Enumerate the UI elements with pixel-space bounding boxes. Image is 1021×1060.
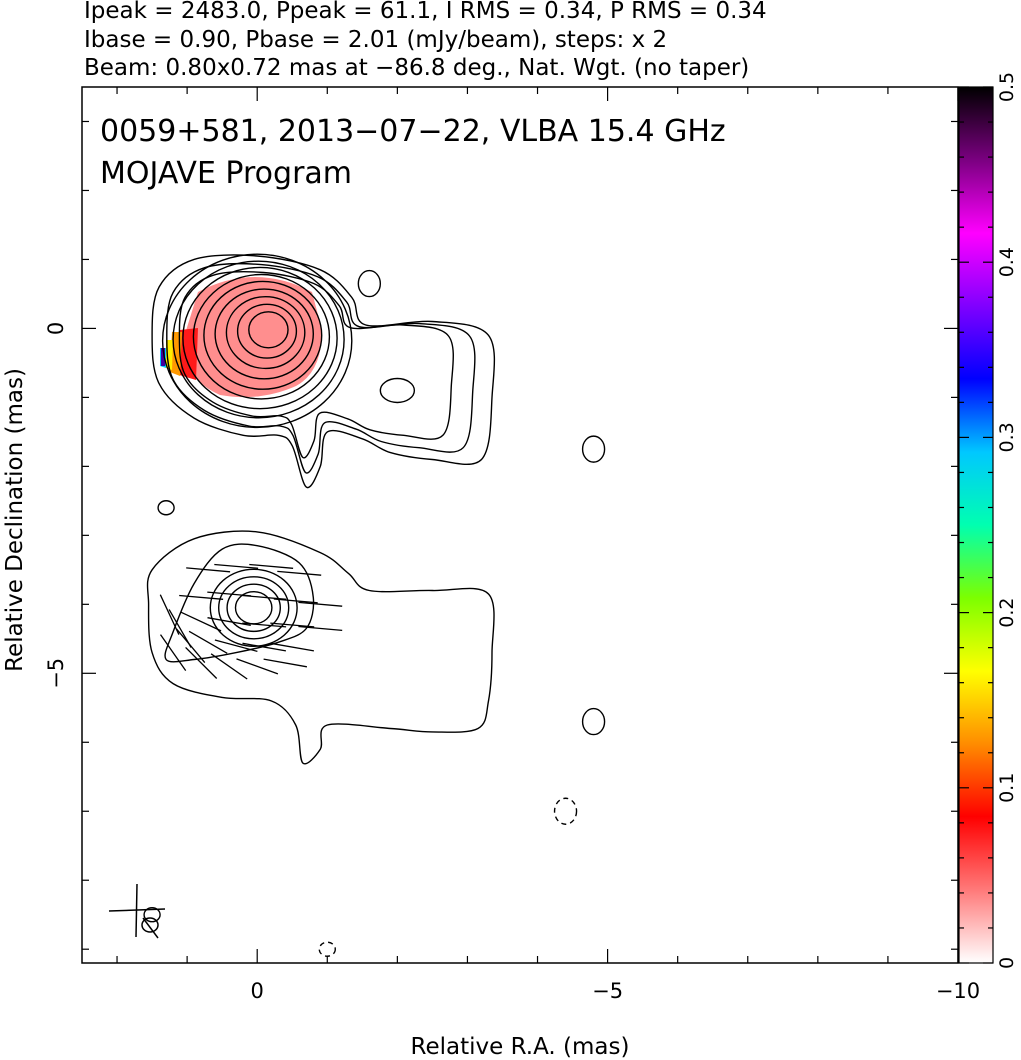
colorbar-tick-label: 0.2 xyxy=(996,597,1018,627)
polarization-vector xyxy=(159,634,187,671)
contour-upper-outer-3 xyxy=(178,271,454,459)
contour-upper-ring xyxy=(182,266,338,410)
contour-lines xyxy=(143,253,606,957)
polarization-vector xyxy=(176,628,206,664)
y-tick-label: −5 xyxy=(44,658,68,689)
polarization-vector xyxy=(179,594,224,600)
contour-lower-mid xyxy=(164,543,315,663)
contour-upper-ring xyxy=(192,273,331,400)
polarization-vector xyxy=(298,601,343,607)
colorbar-tick-label: 0.1 xyxy=(996,773,1018,803)
contour-isolated xyxy=(357,269,382,298)
x-tick-label: −10 xyxy=(936,979,980,1003)
polarization-vector xyxy=(242,642,287,652)
colorbar-tick-label: 0.3 xyxy=(996,422,1018,452)
contour-upper-outer-1 xyxy=(151,254,496,489)
contour-isolated xyxy=(157,500,175,516)
source-annotation-line-2: MOJAVE Program xyxy=(100,156,352,191)
x-tick-label: 0 xyxy=(251,979,264,1003)
polarization-vector xyxy=(263,658,308,668)
contour-lower-ring xyxy=(209,568,298,647)
colorbar-tick-label: 0 xyxy=(996,957,1018,969)
polarization-vector xyxy=(210,653,248,680)
contour-isolated xyxy=(318,941,336,957)
y-tick-label: 0 xyxy=(44,322,68,335)
contour-upper-secondary xyxy=(379,377,416,404)
polarization-vector xyxy=(270,642,315,652)
header-line-2: Ibase = 0.90, Pbase = 2.01 (mJy/beam), s… xyxy=(84,27,667,53)
colorbar-tick-label: 0.4 xyxy=(996,247,1018,277)
polarization-vector xyxy=(298,625,343,632)
contour-lower-ring xyxy=(217,576,290,640)
polarization-vector xyxy=(242,622,287,628)
contour-lower-outer xyxy=(146,530,495,765)
contour-upper-ring xyxy=(225,295,306,370)
polarization-vector xyxy=(270,622,315,628)
polarization-vector xyxy=(242,594,287,600)
x-tick-label: −5 xyxy=(592,979,623,1003)
polarization-vector xyxy=(214,563,259,569)
beam-symbol xyxy=(108,883,166,939)
contour-upper-ring xyxy=(172,260,345,419)
header-line-3: Beam: 0.80x0.72 mas at −86.8 deg., Nat. … xyxy=(84,55,749,81)
polarization-vector xyxy=(186,567,231,573)
source-annotation-line-1: 0059+581, 2013−07−22, VLBA 15.4 GHz xyxy=(100,114,726,149)
polarization-vector xyxy=(214,639,258,653)
contour-isolated xyxy=(581,435,606,463)
y-axis-label: Relative Declination (mas) xyxy=(2,368,28,672)
contour-upper-ring xyxy=(203,280,323,390)
polarization-vector xyxy=(273,598,318,604)
polarization-vector xyxy=(159,594,180,635)
polarization-vector xyxy=(207,617,251,627)
axis-ticks xyxy=(82,87,959,963)
plot-frame xyxy=(81,86,959,964)
colorbar: 0 0.1 0.2 0.3 0.4 0.5 xyxy=(958,72,1018,969)
contour-lower-ring xyxy=(226,583,281,633)
y-tick-labels: 0 −5 xyxy=(44,322,68,689)
header-line-1: Ipeak = 2483.0, Ppeak = 61.1, I RMS = 0.… xyxy=(84,0,767,24)
contour-upper-ring xyxy=(236,303,298,359)
polarization-vector xyxy=(249,563,294,569)
contour-isolated xyxy=(581,707,606,736)
polarization-vector xyxy=(236,658,279,675)
polarization-vectors xyxy=(159,563,343,680)
polarization-vector xyxy=(185,646,218,679)
polarization-vector xyxy=(188,630,228,654)
contour-upper-ring xyxy=(161,253,353,429)
contour-upper-outer-2 xyxy=(166,263,476,474)
polarization-vector xyxy=(277,570,322,576)
contour-isolated xyxy=(143,907,161,923)
x-tick-labels: 0 −5 −10 xyxy=(251,979,981,1003)
contour-upper-ring xyxy=(248,311,289,349)
polarization-vector xyxy=(180,611,222,632)
contour-upper-ring xyxy=(214,288,315,380)
x-axis-label: Relative R.A. (mas) xyxy=(411,1034,630,1060)
contour-isolated xyxy=(553,797,578,825)
colorbar-tick-label: 0.5 xyxy=(996,72,1018,102)
